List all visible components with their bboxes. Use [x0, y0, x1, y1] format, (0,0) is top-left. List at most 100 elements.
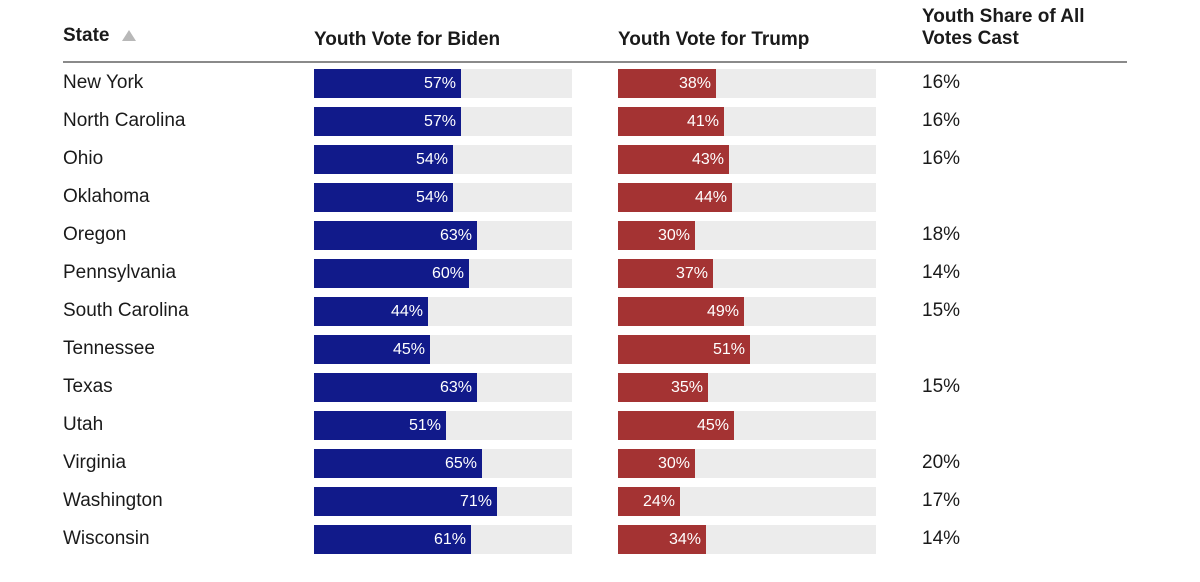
table-row: Texas 63% 35% 15%: [0, 372, 1200, 402]
biden-bar-label: 51%: [408, 417, 441, 434]
biden-bar: 61%: [314, 525, 471, 554]
biden-bar: 45%: [314, 335, 430, 364]
header-state[interactable]: State: [63, 25, 110, 46]
youth-share-value: 16%: [922, 110, 961, 131]
trump-bar-label: 38%: [678, 75, 711, 92]
biden-bar-track: 63%: [314, 221, 572, 250]
trump-bar: 44%: [618, 183, 732, 212]
state-name: Tennessee: [63, 338, 155, 359]
header-trump: Youth Vote for Trump: [618, 29, 810, 50]
table-row: Utah 51% 45%: [0, 410, 1200, 440]
youth-share-value: 20%: [922, 452, 961, 473]
trump-bar-track: 45%: [618, 411, 876, 440]
biden-bar-label: 45%: [392, 341, 425, 358]
biden-bar-track: 60%: [314, 259, 572, 288]
biden-bar-track: 61%: [314, 525, 572, 554]
biden-bar-track: 65%: [314, 449, 572, 478]
state-name: Texas: [63, 376, 113, 397]
biden-bar-track: 54%: [314, 145, 572, 174]
trump-bar-label: 41%: [686, 113, 719, 130]
trump-bar: 24%: [618, 487, 680, 516]
trump-bar-label: 34%: [668, 531, 701, 548]
biden-bar-label: 65%: [444, 455, 477, 472]
state-name: Oklahoma: [63, 186, 150, 207]
state-name: South Carolina: [63, 300, 189, 321]
state-name: Washington: [63, 490, 163, 511]
biden-bar: 44%: [314, 297, 428, 326]
table-row: North Carolina 57% 41% 16%: [0, 106, 1200, 136]
biden-bar-track: 57%: [314, 69, 572, 98]
trump-bar-track: 38%: [618, 69, 876, 98]
biden-bar: 71%: [314, 487, 497, 516]
trump-bar: 49%: [618, 297, 744, 326]
trump-bar: 34%: [618, 525, 706, 554]
youth-share-value: 16%: [922, 148, 961, 169]
table-row: South Carolina 44% 49% 15%: [0, 296, 1200, 326]
trump-bar-track: 35%: [618, 373, 876, 402]
state-name: Wisconsin: [63, 528, 150, 549]
table-row: Virginia 65% 30% 20%: [0, 448, 1200, 478]
biden-bar: 54%: [314, 145, 453, 174]
state-name: Ohio: [63, 148, 104, 169]
biden-bar: 63%: [314, 373, 477, 402]
sort-ascending-icon[interactable]: [122, 30, 136, 41]
table-row: Oklahoma 54% 44%: [0, 182, 1200, 212]
trump-bar-track: 30%: [618, 221, 876, 250]
trump-bar-track: 49%: [618, 297, 876, 326]
trump-bar-label: 43%: [691, 151, 724, 168]
biden-bar-label: 63%: [439, 379, 472, 396]
biden-bar-track: 45%: [314, 335, 572, 364]
trump-bar-label: 24%: [642, 493, 675, 510]
trump-bar: 30%: [618, 449, 695, 478]
trump-bar-label: 30%: [657, 455, 690, 472]
state-name: Oregon: [63, 224, 127, 245]
biden-bar-label: 71%: [459, 493, 492, 510]
trump-bar: 30%: [618, 221, 695, 250]
trump-bar-label: 35%: [670, 379, 703, 396]
state-name: New York: [63, 72, 144, 93]
youth-share-value: 18%: [922, 224, 961, 245]
trump-bar-label: 30%: [657, 227, 690, 244]
biden-bar: 57%: [314, 107, 461, 136]
trump-bar-track: 44%: [618, 183, 876, 212]
trump-bar: 37%: [618, 259, 713, 288]
state-name: Utah: [63, 414, 104, 435]
trump-bar: 38%: [618, 69, 716, 98]
trump-bar: 45%: [618, 411, 734, 440]
biden-bar-label: 54%: [415, 151, 448, 168]
biden-bar: 65%: [314, 449, 482, 478]
trump-bar-track: 34%: [618, 525, 876, 554]
biden-bar-track: 71%: [314, 487, 572, 516]
youth-share-value: 15%: [922, 300, 961, 321]
trump-bar-label: 37%: [675, 265, 708, 282]
trump-bar-track: 51%: [618, 335, 876, 364]
table-row: Pennsylvania 60% 37% 14%: [0, 258, 1200, 288]
trump-bar-label: 44%: [694, 189, 727, 206]
biden-bar-label: 44%: [390, 303, 423, 320]
header-biden: Youth Vote for Biden: [314, 29, 501, 50]
biden-bar-label: 63%: [439, 227, 472, 244]
biden-bar-label: 61%: [433, 531, 466, 548]
trump-bar-track: 37%: [618, 259, 876, 288]
biden-bar-track: 54%: [314, 183, 572, 212]
state-name: Virginia: [63, 452, 127, 473]
trump-bar: 43%: [618, 145, 729, 174]
biden-bar-track: 44%: [314, 297, 572, 326]
youth-share-value: 16%: [922, 72, 961, 93]
state-name: Pennsylvania: [63, 262, 177, 283]
youth-share-value: 14%: [922, 528, 961, 549]
biden-bar-track: 51%: [314, 411, 572, 440]
table-row: Oregon 63% 30% 18%: [0, 220, 1200, 250]
youth-share-value: 15%: [922, 376, 961, 397]
biden-bar-label: 60%: [431, 265, 464, 282]
table-row: Washington 71% 24% 17%: [0, 486, 1200, 516]
biden-bar-track: 63%: [314, 373, 572, 402]
youth-share-value: 14%: [922, 262, 961, 283]
biden-bar: 60%: [314, 259, 469, 288]
trump-bar-track: 43%: [618, 145, 876, 174]
biden-bar: 54%: [314, 183, 453, 212]
youth-share-value: 17%: [922, 490, 961, 511]
header-divider: [63, 61, 1127, 63]
header-youth-share: Youth Share of All Votes Cast: [922, 6, 1085, 49]
